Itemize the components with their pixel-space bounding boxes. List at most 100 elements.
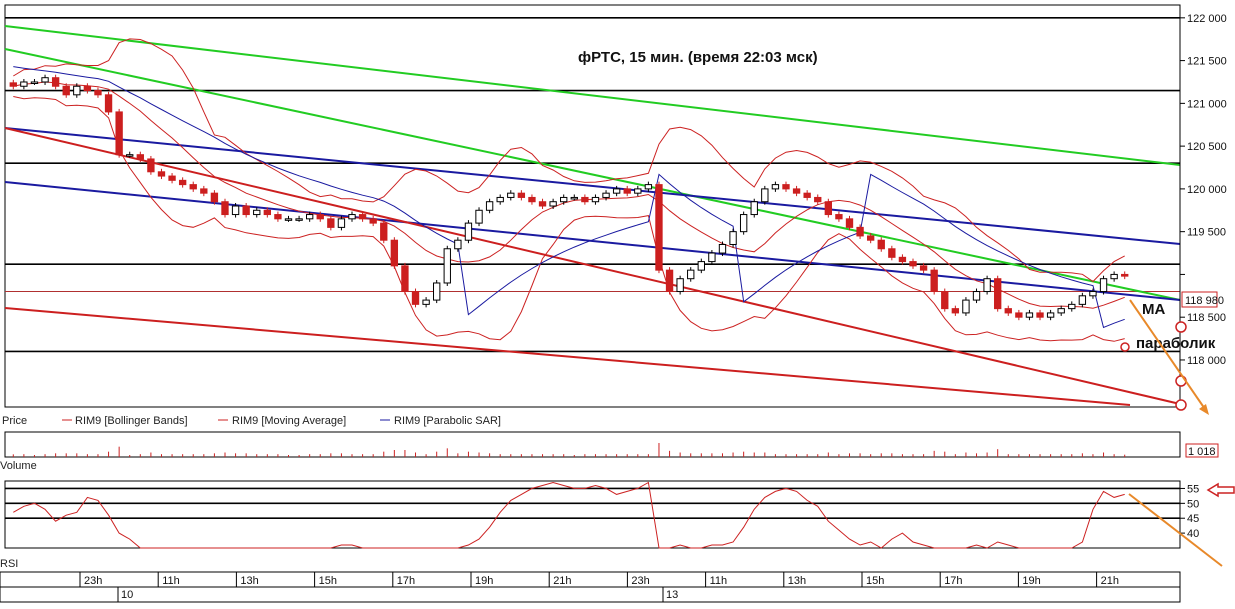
candle-body-55 xyxy=(591,196,600,203)
candles xyxy=(9,74,1129,321)
bollinger-lower-band xyxy=(13,96,1125,342)
candle-body-53 xyxy=(570,196,578,200)
candle-body-100 xyxy=(1068,303,1076,310)
rsi-axis-ticks: 55 50 45 40 xyxy=(1180,483,1199,540)
candle-body-59 xyxy=(634,188,642,194)
candle-body-79 xyxy=(845,218,854,228)
rsi-tick-label-0: 55 xyxy=(1187,483,1199,495)
candle-body-7 xyxy=(83,85,92,92)
indicator-lines xyxy=(13,38,1125,342)
price-tick-label-0: 122 000 xyxy=(1187,13,1227,25)
time-tick-label-12: 19h xyxy=(1022,575,1040,587)
time-tick-label-8: 11h xyxy=(710,575,728,587)
legend-bollinger: RIM9 [Bollinger Bands] xyxy=(75,415,188,427)
time-axis: 23h 11h 13h 15h 17h 19h 21h 23h 11h 13h 15h 17h 19h 2… xyxy=(0,571,1181,603)
volume-label: Volume xyxy=(0,460,37,472)
rsi-label: RSI xyxy=(0,558,18,570)
candle-body-35 xyxy=(380,222,388,241)
price-axis-ticks: 122 000 121 500 121 000 120 500 120 000 119 5… xyxy=(1180,13,1227,367)
candle-body-44 xyxy=(475,209,483,224)
parabolic-sar-line xyxy=(13,66,1125,329)
rsi-levels xyxy=(5,487,1180,520)
candle-body-72 xyxy=(771,184,780,190)
candle-body-77 xyxy=(824,201,833,216)
candle-body-16 xyxy=(178,179,187,186)
chart-title: фРТС, 15 мин. (время 22:03 мск) xyxy=(578,49,818,66)
legend: Price RIM9 [Bollinger Bands] RIM9 [Movin… xyxy=(2,415,501,427)
moving-average-line xyxy=(13,81,1125,309)
candle-body-99 xyxy=(1057,308,1065,314)
candle-body-13 xyxy=(147,158,155,173)
candle-body-104 xyxy=(1110,273,1118,280)
candle-body-58 xyxy=(623,188,631,194)
red-trendline-upper xyxy=(4,127,1181,405)
rsi-arrow-line xyxy=(1128,493,1223,567)
candle-body-8 xyxy=(94,90,102,96)
candle-body-103 xyxy=(1099,278,1108,293)
candle-body-65 xyxy=(697,261,705,271)
candle-body-52 xyxy=(560,196,568,203)
candle-body-33 xyxy=(358,214,367,220)
candle-body-51 xyxy=(549,201,557,207)
time-tick-label-0: 23h xyxy=(84,575,102,587)
candle-body-96 xyxy=(1025,312,1034,318)
candle-body-18 xyxy=(200,188,208,194)
candle-body-26 xyxy=(284,218,293,221)
candle-body-30 xyxy=(327,218,335,228)
candle-body-68 xyxy=(729,231,737,245)
candle-body-41 xyxy=(443,248,451,284)
candle-body-5 xyxy=(62,85,70,96)
candle-body-22 xyxy=(242,205,250,216)
candle-body-29 xyxy=(316,214,324,220)
annotation-parabolic: параболик xyxy=(1136,335,1216,352)
volume-pane-frame xyxy=(4,431,1181,458)
forecast-arrow-price-head xyxy=(1199,404,1209,415)
rsi-tick-label-3: 40 xyxy=(1187,528,1199,540)
last-price-label: 118 980 xyxy=(1185,295,1224,307)
volume-pane: Volume 1 018 xyxy=(0,431,1219,472)
candle-body-71 xyxy=(761,188,769,203)
time-tick-label-1: 11h xyxy=(162,575,180,587)
forecast-arrow-price xyxy=(1129,299,1208,413)
price-tick-label-8: 118 000 xyxy=(1187,355,1226,367)
candle-body-91 xyxy=(972,291,981,301)
price-tick-label-7: 118 500 xyxy=(1187,312,1226,324)
candle-body-43 xyxy=(464,222,473,241)
candle-body-11 xyxy=(126,154,134,157)
candle-body-49 xyxy=(528,196,536,203)
rsi-line xyxy=(13,481,1125,549)
candle-body-93 xyxy=(994,278,1002,310)
candle-body-19 xyxy=(210,192,219,203)
candle-body-31 xyxy=(337,218,346,228)
candle-body-75 xyxy=(803,192,811,198)
candle-body-74 xyxy=(792,188,801,194)
candle-body-50 xyxy=(538,201,547,207)
day-tick-label-0: 10 xyxy=(121,589,133,601)
time-tick-label-5: 19h xyxy=(475,575,493,587)
price-tick-label-3: 120 500 xyxy=(1187,141,1227,153)
candle-body-1 xyxy=(20,81,28,87)
candle-body-89 xyxy=(951,308,960,314)
rsi-pane: 55 50 45 40 RSI xyxy=(0,480,1235,570)
candle-body-85 xyxy=(909,261,917,267)
time-axis-ticks: 23h 11h 13h 15h 17h 19h 21h 23h 11h 13h 15h 17h 19h 2… xyxy=(79,572,1119,587)
candle-body-57 xyxy=(612,188,621,194)
candle-body-61 xyxy=(655,184,663,271)
candle-body-90 xyxy=(962,299,970,314)
candle-body-40 xyxy=(433,282,441,301)
rsi-tick-label-2: 45 xyxy=(1187,513,1199,525)
candle-body-102 xyxy=(1089,291,1097,297)
candle-body-69 xyxy=(739,214,748,233)
candle-body-20 xyxy=(221,201,229,216)
candle-body-73 xyxy=(782,184,790,190)
time-tick-label-4: 17h xyxy=(397,575,415,587)
bollinger-upper-band xyxy=(13,38,1125,283)
candle-body-15 xyxy=(168,175,176,181)
candle-body-3 xyxy=(41,77,49,83)
volume-last-value: 1 018 xyxy=(1188,446,1216,458)
price-tick-label-5: 119 500 xyxy=(1187,227,1226,239)
candle-body-14 xyxy=(157,171,166,177)
day-axis-ticks: 10 13 xyxy=(117,587,678,602)
candle-body-4 xyxy=(51,77,60,87)
